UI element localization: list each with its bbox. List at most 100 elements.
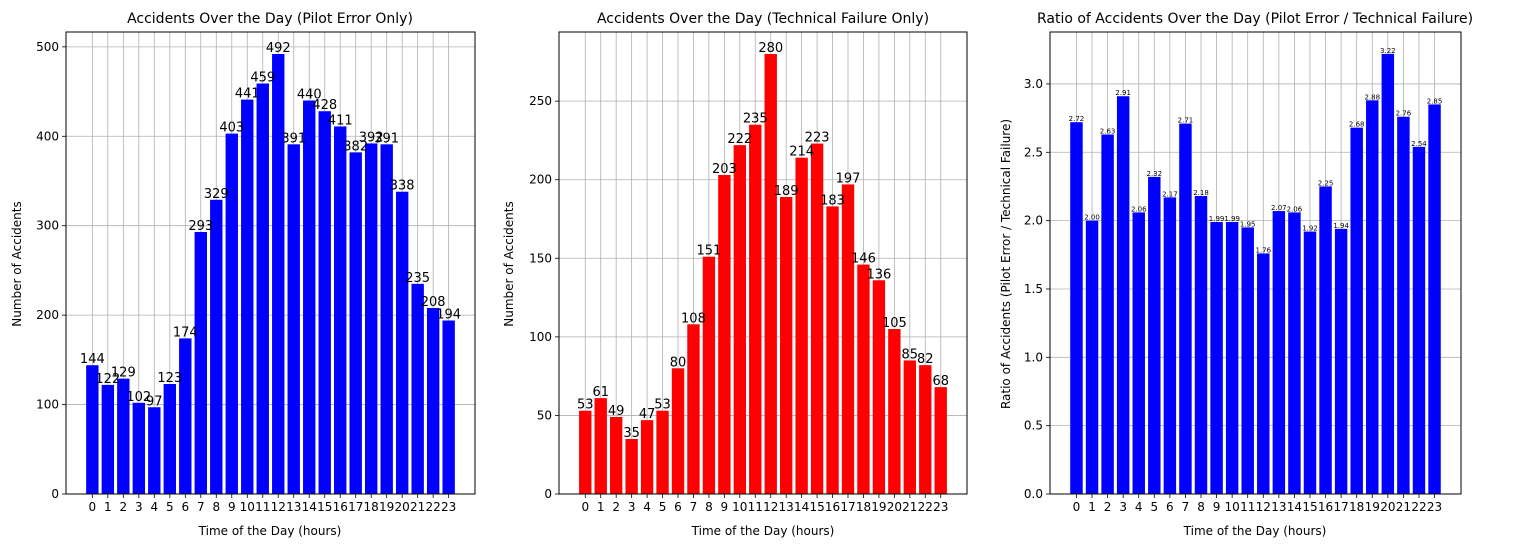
y-tick-label: 250	[529, 94, 552, 108]
x-tick-label: 17	[348, 500, 363, 514]
bar-value-label: 208	[421, 295, 446, 310]
bar	[1397, 116, 1410, 495]
y-tick-label: 2.0	[1024, 214, 1043, 228]
bar	[132, 402, 146, 494]
bar-value-label: 338	[390, 179, 415, 194]
x-tick-label: 23	[933, 500, 948, 514]
bar-value-label: 203	[712, 162, 737, 177]
bar-value-label: 403	[219, 121, 244, 136]
x-tick-label: 16	[825, 500, 840, 514]
bar	[349, 152, 362, 495]
x-tick-label: 22	[918, 500, 933, 514]
bar	[888, 329, 901, 494]
bar-value-label: 2.25	[1318, 179, 1334, 187]
bar-value-label: 108	[681, 311, 706, 326]
y-tick-label: 150	[529, 251, 552, 265]
bar	[1163, 197, 1177, 494]
x-tick-label: 18	[1349, 500, 1364, 514]
bar	[1257, 253, 1270, 494]
x-axis-label: Time of the Day (hours)	[691, 524, 835, 538]
bar	[610, 417, 623, 494]
bar-value-label: 2.32	[1147, 170, 1163, 178]
bar	[1116, 96, 1130, 494]
bar	[241, 99, 254, 495]
plot-frame	[1049, 31, 1462, 495]
bar-value-label: 2.17	[1162, 190, 1178, 198]
x-tick-label: 0	[89, 500, 97, 514]
x-tick-label: 7	[1182, 500, 1190, 514]
bar	[1381, 53, 1395, 495]
bar-value-label: 329	[204, 187, 229, 202]
y-tick-label: 50	[537, 408, 552, 422]
bar	[334, 126, 347, 494]
x-tick-label: 20	[395, 500, 410, 514]
x-tick-label: 0	[1073, 500, 1081, 514]
x-tick-label: 11	[255, 500, 270, 514]
bar-value-label: 428	[312, 98, 337, 113]
chart-title: Accidents Over the Day (Technical Failur…	[597, 11, 929, 27]
bar-value-label: 293	[188, 219, 213, 234]
x-tick-label: 12	[271, 500, 286, 514]
x-tick-label: 5	[166, 500, 174, 514]
bar	[579, 410, 592, 494]
chart-title: Ratio of Accidents Over the Day (Pilot E…	[1037, 11, 1473, 27]
bar	[671, 368, 685, 494]
x-tick-label: 14	[1287, 500, 1302, 514]
y-tick-label: 100	[529, 330, 552, 344]
bar	[1319, 186, 1332, 494]
bar	[179, 338, 192, 494]
bar-value-label: 183	[820, 193, 845, 208]
x-tick-label: 22	[426, 500, 441, 514]
bar-value-label: 49	[608, 404, 625, 419]
bar-value-label: 1.99	[1224, 215, 1240, 223]
x-tick-label: 10	[732, 500, 747, 514]
bar-value-label: 2.54	[1411, 140, 1427, 148]
y-tick-label: 1.0	[1024, 350, 1043, 364]
y-tick-label: 200	[36, 308, 59, 322]
bar-value-label: 2.07	[1271, 204, 1287, 212]
x-tick-label: 19	[1365, 500, 1380, 514]
bar	[656, 410, 669, 494]
bar	[1288, 212, 1301, 495]
x-tick-label: 10	[240, 500, 255, 514]
bar	[1428, 104, 1441, 494]
y-tick-label: 3.0	[1024, 77, 1043, 91]
y-axis-label: Ratio of Accidents (Pilot Error / Techni…	[999, 119, 1013, 409]
bar	[1132, 212, 1145, 495]
bar-value-label: 2.06	[1287, 205, 1303, 213]
bar-value-label: 82	[917, 352, 934, 367]
x-tick-label: 1	[597, 500, 605, 514]
x-tick-label: 17	[840, 500, 855, 514]
x-tick-label: 6	[674, 500, 682, 514]
bar-value-label: 47	[639, 407, 656, 422]
x-tick-label: 17	[1333, 500, 1348, 514]
bar	[1303, 231, 1317, 494]
bar	[225, 133, 238, 494]
bar-value-label: 2.76	[1396, 110, 1412, 118]
bar-value-label: 441	[235, 87, 260, 102]
bar	[318, 111, 331, 494]
bar-value-label: 214	[789, 145, 814, 160]
bar-value-label: 1.94	[1333, 222, 1349, 230]
bar-value-label: 97	[146, 394, 163, 409]
bar-value-label: 2.88	[1364, 93, 1380, 101]
bar-value-label: 2.68	[1349, 121, 1365, 129]
bar-value-label: 391	[374, 131, 399, 146]
plot-frame	[558, 31, 968, 495]
bar	[934, 387, 947, 494]
bar-value-label: 80	[670, 355, 687, 370]
bar-value-label: 492	[266, 41, 291, 56]
bar	[733, 145, 746, 494]
x-tick-label: 4	[150, 500, 158, 514]
y-axis-label: Number of Accidents	[10, 201, 24, 327]
bar	[380, 144, 393, 495]
x-tick-label: 9	[721, 500, 729, 514]
bar-value-label: 440	[297, 88, 322, 103]
x-tick-label: 9	[1213, 500, 1221, 514]
y-tick-label: 300	[36, 219, 59, 233]
bar-value-label: 2.00	[1084, 214, 1100, 222]
bar	[640, 420, 654, 494]
bar-value-label: 280	[758, 41, 783, 56]
x-tick-label: 7	[690, 500, 698, 514]
